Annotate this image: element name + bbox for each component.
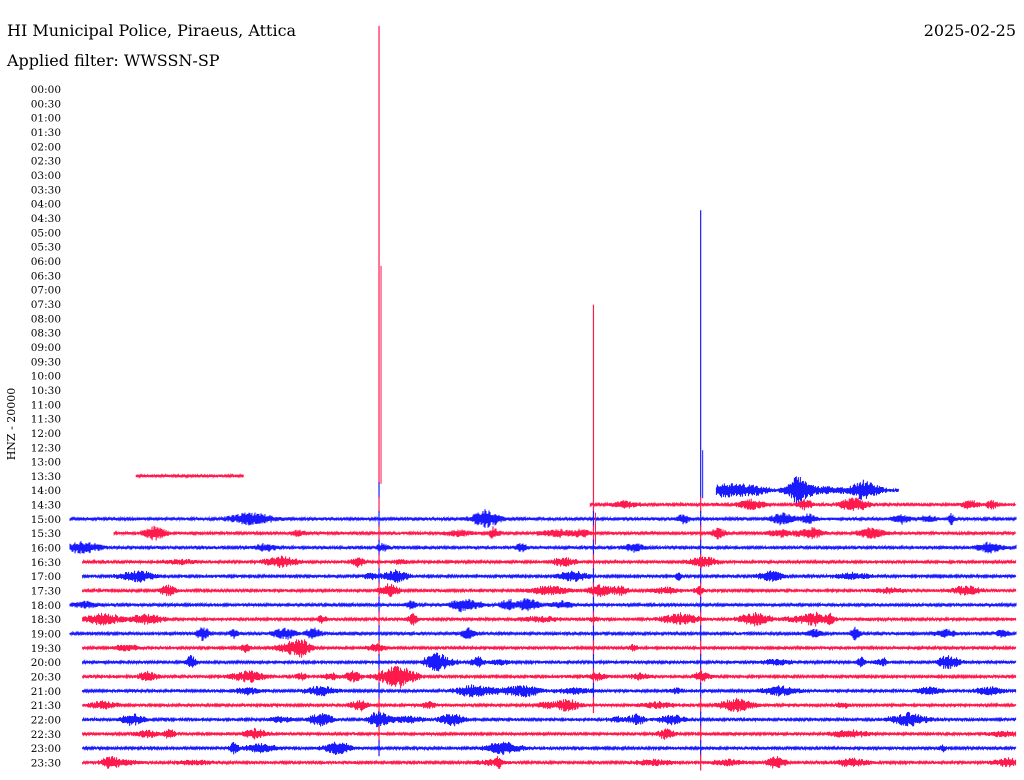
y-tick-label: 10:00	[31, 371, 61, 383]
y-tick-label: 02:00	[31, 141, 61, 153]
y-tick-label: 14:00	[31, 485, 61, 497]
trace-line-2000	[82, 652, 1017, 672]
y-axis-label: HNZ - 20000	[5, 388, 18, 461]
y-tick-label: 00:30	[31, 98, 61, 110]
y-tick-label: 13:00	[31, 457, 61, 469]
y-tick-label: 17:00	[31, 571, 61, 583]
y-tick-label: 04:30	[31, 213, 61, 225]
y-tick-label: 09:30	[31, 356, 61, 368]
y-tick-label: 15:00	[31, 514, 61, 526]
trace-line-1500	[69, 509, 1017, 528]
y-tick-label: 18:00	[31, 600, 61, 612]
trace-line-1930	[82, 639, 1017, 658]
trace-line-1830	[82, 611, 1017, 627]
trace-line-1700	[82, 569, 1017, 583]
y-tick-label: 10:30	[31, 385, 61, 397]
y-tick-label: 12:00	[31, 428, 61, 440]
y-tick-label: 12:30	[31, 442, 61, 454]
y-tick-label: 00:00	[31, 84, 61, 96]
y-tick-label: 21:00	[31, 686, 61, 698]
y-tick-label: 20:00	[31, 657, 61, 669]
y-tick-label: 19:30	[31, 643, 61, 655]
y-tick-label: 07:00	[31, 285, 61, 297]
y-tick-label: 05:00	[31, 227, 61, 239]
y-tick-label: 23:00	[31, 743, 61, 755]
trace-line-1630	[82, 555, 1017, 569]
y-tick-label: 08:30	[31, 328, 61, 340]
trace-line-1400	[715, 476, 899, 506]
y-axis-label-group: HNZ - 20000	[5, 388, 18, 461]
y-tick-label: 05:30	[31, 242, 61, 254]
trace-line-2230	[82, 727, 1017, 740]
trace-line-2200	[82, 711, 1017, 728]
trace-line-1430	[589, 497, 1016, 511]
y-tick-label: 19:00	[31, 629, 61, 641]
trace-line-2030	[82, 666, 1017, 689]
y-tick-label: 21:30	[31, 700, 61, 712]
y-tick-label: 03:00	[31, 170, 61, 182]
y-tick-label: 02:30	[31, 156, 61, 168]
y-tick-label: 11:30	[31, 414, 61, 426]
trace-line-2300	[82, 741, 1017, 756]
y-tick-label: 07:30	[31, 299, 61, 311]
trace-line-1530	[113, 525, 1016, 541]
y-tick-label: 03:30	[31, 184, 61, 196]
y-tick-label: 11:00	[31, 399, 61, 411]
trace-line-1900	[69, 626, 1017, 642]
station-title: HI Municipal Police, Piraeus, Attica	[7, 21, 297, 40]
y-tick-label: 16:30	[31, 557, 61, 569]
y-tick-label: 14:30	[31, 500, 61, 512]
y-tick-label: 18:30	[31, 614, 61, 626]
y-tick-label: 22:30	[31, 729, 61, 741]
date-label: 2025-02-25	[923, 21, 1016, 40]
y-tick-label: 23:30	[31, 758, 61, 770]
y-tick-label: 01:30	[31, 127, 61, 139]
y-tick-label: 22:00	[31, 715, 61, 727]
y-tick-label: 20:30	[31, 672, 61, 684]
y-tick-label: 08:00	[31, 313, 61, 325]
y-tick-label: 01:00	[31, 113, 61, 125]
trace-line-2130	[82, 697, 1017, 713]
y-tick-label: 16:00	[31, 543, 61, 555]
y-tick-label: 09:00	[31, 342, 61, 354]
trace-line-1800	[69, 598, 1017, 613]
y-tick-label: 06:30	[31, 270, 61, 282]
trace-line-2330	[82, 755, 1017, 769]
y-tick-label: 06:00	[31, 256, 61, 268]
trace-line-2100	[82, 684, 1017, 698]
y-tick-label: 17:30	[31, 586, 61, 598]
trace-line-1730	[82, 583, 1017, 598]
y-tick-label: 13:30	[31, 471, 61, 483]
y-tick-label: 04:00	[31, 199, 61, 211]
filter-label: Applied filter: WWSSN-SP	[7, 51, 220, 70]
trace-line-1600	[69, 541, 1017, 554]
y-tick-label: 15:30	[31, 528, 61, 540]
trace-line-1330	[135, 472, 244, 480]
